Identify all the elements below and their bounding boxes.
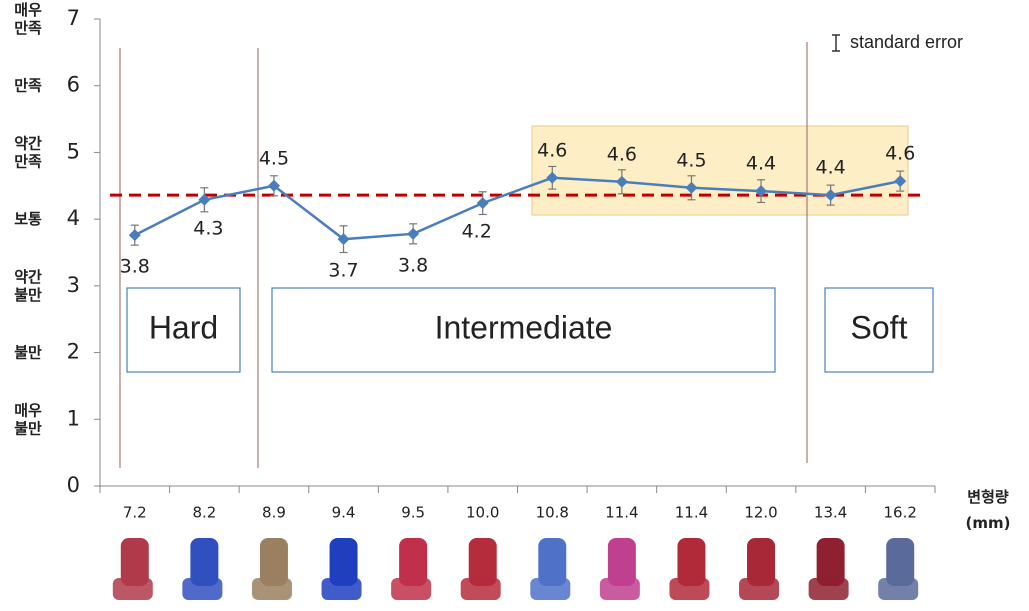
region-label: Hard bbox=[149, 309, 218, 345]
x-tick-label: 8.9 bbox=[262, 504, 286, 522]
seat-bottom bbox=[809, 578, 849, 600]
x-tick-label: 13.4 bbox=[814, 504, 847, 522]
y-tick-description-line: 약간 bbox=[14, 134, 42, 152]
data-label: 4.4 bbox=[746, 153, 776, 175]
seat-bottom bbox=[113, 578, 153, 600]
y-tick-description-line: 불만 bbox=[14, 343, 42, 361]
data-label: 3.8 bbox=[120, 256, 150, 278]
y-tick-description-line: 만족 bbox=[14, 76, 42, 94]
x-tick-label: 16.2 bbox=[884, 504, 917, 522]
y-tick-label: 1 bbox=[67, 406, 80, 430]
y-tick-description: 보통 bbox=[14, 210, 42, 228]
chart: HardIntermediateSoft01매우불만2불만3약간불만4보통5약간… bbox=[0, 0, 1029, 611]
y-tick-description-line: 매우 bbox=[14, 1, 42, 19]
y-tick-description: 만족 bbox=[14, 76, 42, 94]
seat-bottom bbox=[669, 578, 709, 600]
data-label: 3.7 bbox=[328, 260, 358, 282]
data-point bbox=[129, 229, 141, 241]
data-label: 4.5 bbox=[259, 147, 289, 169]
y-tick-description-line: 불만 bbox=[14, 285, 42, 303]
x-tick-label: 8.2 bbox=[192, 504, 216, 522]
y-tick-description: 불만 bbox=[14, 343, 42, 361]
seat-bottom bbox=[182, 578, 222, 600]
x-tick-label: 10.0 bbox=[466, 504, 499, 522]
y-tick-description-line: 보통 bbox=[14, 210, 42, 228]
x-tick-label: 12.0 bbox=[744, 504, 777, 522]
highlight-box bbox=[532, 126, 908, 215]
y-tick-label: 2 bbox=[67, 340, 80, 364]
data-label: 3.8 bbox=[398, 254, 428, 276]
region-label: Intermediate bbox=[435, 309, 613, 345]
x-tick-label: 11.4 bbox=[605, 504, 638, 522]
y-tick-label: 7 bbox=[67, 6, 80, 30]
y-tick-label: 4 bbox=[67, 206, 80, 230]
seat-bottom bbox=[878, 578, 918, 600]
seat-bottom bbox=[600, 578, 640, 600]
x-tick-label: 9.5 bbox=[401, 504, 425, 522]
x-axis-title: 변형량 (mm) bbox=[966, 488, 1011, 532]
x-tick-label: 10.8 bbox=[536, 504, 569, 522]
data-label: 4.3 bbox=[193, 217, 223, 239]
y-tick-label: 5 bbox=[67, 139, 80, 163]
y-tick-description-line: 불만 bbox=[14, 419, 42, 437]
y-tick-label: 6 bbox=[67, 73, 80, 97]
seat-bottom bbox=[252, 578, 292, 600]
data-label: 4.6 bbox=[537, 139, 567, 161]
legend-label: standard error bbox=[850, 32, 963, 52]
y-tick-description-line: 약간 bbox=[14, 267, 42, 285]
x-axis-title-line: 변형량 bbox=[967, 488, 1009, 506]
data-point bbox=[477, 197, 489, 209]
y-tick-description-line: 만족 bbox=[14, 19, 42, 37]
y-tick-description-line: 만족 bbox=[14, 152, 42, 170]
y-tick-label: 0 bbox=[67, 473, 80, 497]
data-point bbox=[407, 228, 419, 240]
seat-bottom bbox=[530, 578, 570, 600]
data-label: 4.5 bbox=[676, 149, 706, 171]
x-axis-title-line: (mm) bbox=[966, 514, 1011, 532]
x-tick-label: 7.2 bbox=[123, 504, 147, 522]
x-tick-label: 9.4 bbox=[332, 504, 356, 522]
data-label: 4.4 bbox=[816, 157, 846, 179]
region-label: Soft bbox=[851, 309, 908, 345]
data-label: 4.2 bbox=[462, 221, 492, 243]
data-label: 4.6 bbox=[607, 143, 637, 165]
data-label: 4.6 bbox=[885, 143, 915, 165]
x-tick-label: 11.4 bbox=[675, 504, 708, 522]
seat-bottom bbox=[461, 578, 501, 600]
y-tick-description-line: 매우 bbox=[14, 401, 42, 419]
seat-bottom bbox=[739, 578, 779, 600]
seat-bottom bbox=[391, 578, 431, 600]
y-tick-label: 3 bbox=[67, 273, 80, 297]
seat-bottom bbox=[322, 578, 362, 600]
